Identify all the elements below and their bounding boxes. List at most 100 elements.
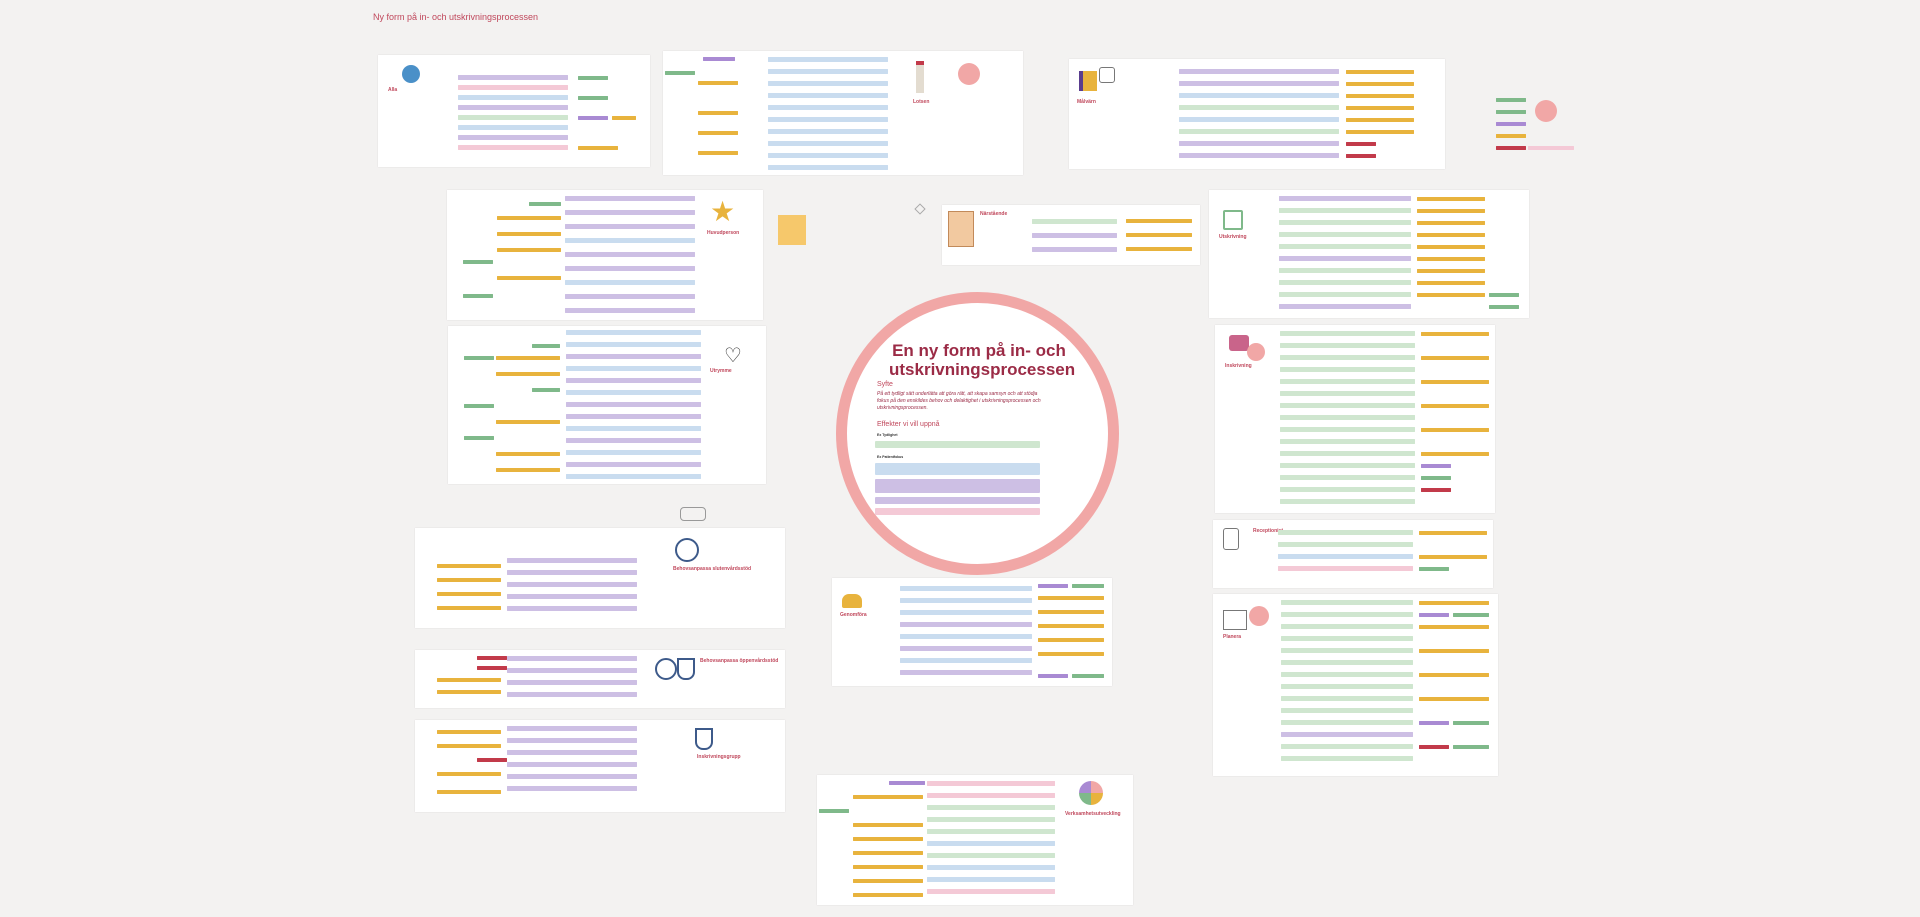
- content-row: [1280, 499, 1415, 504]
- content-row: [507, 692, 637, 697]
- effect-group-label: Ex Patientfokus: [877, 455, 904, 459]
- tag: [853, 893, 923, 897]
- tag: [578, 146, 618, 150]
- tag: [853, 865, 923, 869]
- card-inskrivningsgrupp[interactable]: Inskrivningsgrupp: [415, 720, 785, 812]
- content-row: [900, 610, 1032, 615]
- card-verksamhetsutveckling[interactable]: Verksamhetsutveckling: [817, 775, 1133, 905]
- content-row: [1179, 129, 1339, 134]
- tag: [665, 71, 695, 75]
- content-row: [565, 280, 695, 285]
- tag: [1038, 624, 1104, 628]
- tag: [532, 344, 560, 348]
- tag: [853, 879, 923, 883]
- content-row: [1280, 403, 1415, 408]
- content-row: [1278, 554, 1413, 559]
- content-row: [927, 781, 1055, 786]
- content-row: [566, 330, 701, 335]
- content-row: [507, 606, 637, 611]
- content-row: [507, 582, 637, 587]
- tag: [1419, 673, 1489, 677]
- tag: [853, 823, 923, 827]
- content-row: [1280, 427, 1415, 432]
- card-lotsen[interactable]: Lotsen: [663, 51, 1023, 175]
- stamp-icon: [680, 507, 706, 521]
- content-row: [1279, 220, 1411, 225]
- card-alla[interactable]: Alla: [378, 55, 650, 167]
- content-row: [768, 153, 888, 158]
- board-title: Ny form på in- och utskrivningsprocessen: [373, 12, 539, 22]
- tag: [1417, 209, 1485, 213]
- content-row: [1280, 355, 1415, 360]
- tag: [578, 96, 608, 100]
- card-narstaende[interactable]: Närstående: [942, 205, 1200, 265]
- content-row: [1279, 196, 1411, 201]
- content-row: [927, 889, 1055, 894]
- card-inskrivning[interactable]: Inskrivning: [1215, 325, 1495, 513]
- tag: [437, 578, 501, 582]
- tag: [1417, 269, 1485, 273]
- content-row: [565, 308, 695, 313]
- content-row: [507, 570, 637, 575]
- content-row: [768, 69, 888, 74]
- stethoscope-icon: [677, 658, 695, 680]
- content-row: [900, 634, 1032, 639]
- content-row: [566, 354, 701, 359]
- central-purpose-circle[interactable]: En ny form på in- och utskrivningsproces…: [836, 292, 1119, 575]
- tag: [463, 294, 493, 298]
- card-malvarn[interactable]: Målvärn: [1069, 59, 1445, 169]
- content-row: [927, 817, 1055, 822]
- tag: [496, 372, 560, 376]
- effect-bar: [875, 441, 1040, 448]
- card-utskrivning[interactable]: Utskrivning: [1209, 190, 1529, 318]
- tag: [1496, 98, 1526, 102]
- card-planera[interactable]: Planera: [1213, 594, 1498, 776]
- tag: [1417, 233, 1485, 237]
- tag: [437, 730, 501, 734]
- content-row: [1179, 93, 1339, 98]
- card-huvudperson[interactable]: ★ Huvudperson: [447, 190, 763, 320]
- page-title: En ny form på in- och utskrivningsproces…: [889, 341, 1076, 379]
- lighthouse-icon: [916, 61, 924, 93]
- tag: [1346, 130, 1414, 134]
- card-title: Utrymme: [710, 368, 732, 374]
- card-behandlare-oppen[interactable]: Behovsanpassa öppenvårdsstöd: [415, 650, 785, 708]
- tag: [1421, 452, 1489, 456]
- card-title: Alla: [388, 87, 398, 93]
- card-title: Närstående: [980, 211, 1008, 217]
- flower-icon: [1079, 781, 1103, 805]
- card-behandlare-sluten[interactable]: Behovsanpassa slutenvårdsstöd: [415, 528, 785, 628]
- content-row: [507, 726, 637, 731]
- content-row: [458, 75, 568, 80]
- content-row: [1280, 487, 1415, 492]
- phone-icon: [1223, 528, 1239, 550]
- effect-group-label: Ex Tydlighet: [877, 433, 898, 437]
- tag: [1346, 106, 1414, 110]
- tag: [464, 436, 494, 440]
- card-genomfora[interactable]: Genomföra: [832, 578, 1112, 686]
- content-row: [927, 793, 1055, 798]
- alert-badge-icon: [958, 63, 980, 85]
- tag: [698, 111, 738, 115]
- tag: [437, 678, 501, 682]
- content-row: [1281, 708, 1413, 713]
- calendar-icon: [1223, 610, 1247, 630]
- purpose-text: På ett tydligt sätt underlätta att göra …: [877, 391, 1041, 411]
- content-row: [1281, 636, 1413, 641]
- tag: [1489, 305, 1519, 309]
- card-utrymme[interactable]: ♡ Utrymme: [448, 326, 766, 484]
- tag: [496, 452, 560, 456]
- tag: [1419, 567, 1449, 571]
- card-receptionist[interactable]: Receptionist: [1213, 520, 1493, 588]
- purpose-heading: Syfte: [877, 381, 893, 388]
- sticky-note[interactable]: [778, 215, 806, 245]
- content-row: [927, 853, 1055, 858]
- content-row: [900, 658, 1032, 663]
- content-row: [566, 402, 701, 407]
- content-row: [458, 145, 568, 150]
- effects-heading: Effekter vi vill uppnå: [877, 421, 940, 428]
- tag: [1453, 721, 1489, 725]
- tag: [1419, 745, 1449, 749]
- content-row: [768, 105, 888, 110]
- effect-bar: [875, 497, 1040, 504]
